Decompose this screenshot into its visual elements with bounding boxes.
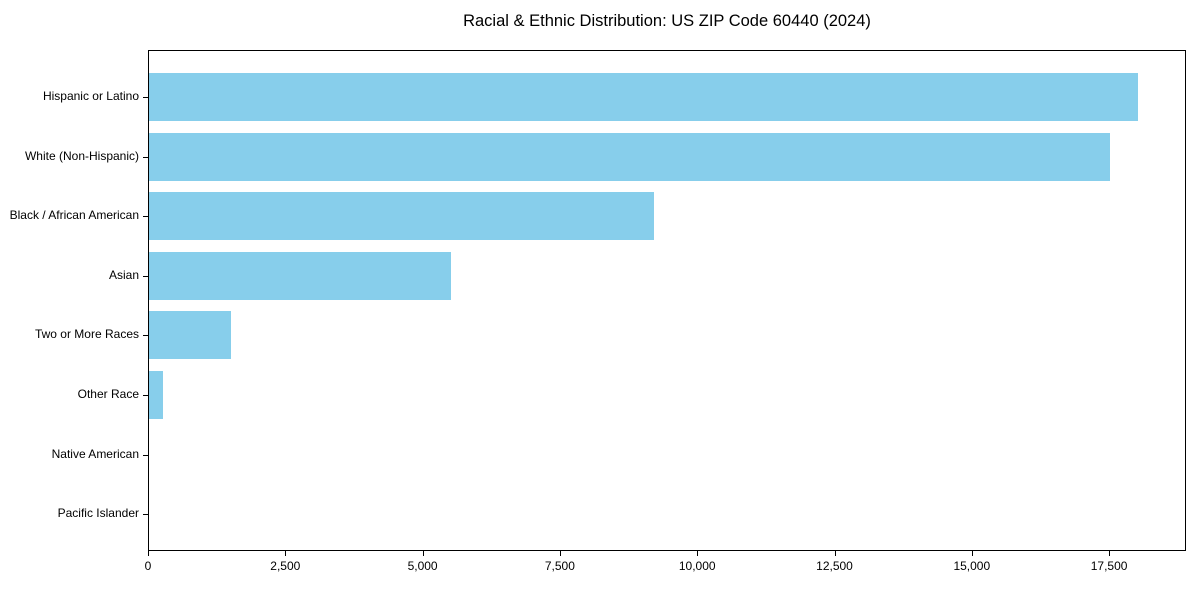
x-tick: [559, 551, 561, 556]
x-tick: [285, 551, 287, 556]
bar: [149, 73, 1138, 121]
x-tick-label: 10,000: [678, 559, 716, 573]
y-axis-label: Hispanic or Latino: [42, 89, 139, 103]
x-tick: [1109, 551, 1111, 556]
x-tick-label: 17,500: [1090, 559, 1128, 573]
bar: [149, 192, 655, 241]
y-tick: [143, 216, 148, 218]
y-axis-label: White (Non-Hispanic): [24, 148, 139, 163]
y-tick: [143, 395, 148, 396]
bar: [149, 371, 163, 419]
y-axis-label: Pacific Islander: [57, 506, 139, 521]
y-axis-label: Asian: [108, 267, 139, 282]
x-tick-label: 2,500: [270, 559, 301, 573]
bar: [149, 132, 1111, 181]
plot-area: [148, 50, 1186, 551]
x-tick: [148, 551, 149, 556]
x-tick-label: 5,000: [407, 559, 438, 573]
y-axis-label: Black / African American: [9, 208, 139, 223]
y-tick: [143, 454, 148, 456]
x-tick: [697, 551, 699, 556]
x-tick: [971, 551, 973, 556]
x-tick-label: 15,000: [953, 559, 991, 573]
x-tick-label: 7,500: [544, 559, 575, 573]
x-tick: [834, 551, 836, 556]
y-axis-label: Native American: [51, 446, 139, 461]
y-axis-label: Other Race: [77, 387, 139, 401]
chart-title: Racial & Ethnic Distribution: US ZIP Cod…: [463, 12, 871, 30]
x-tick: [422, 551, 424, 556]
x-tick-label: 12,500: [816, 559, 853, 573]
y-tick: [143, 335, 148, 337]
y-tick: [143, 275, 148, 277]
y-tick: [143, 514, 148, 516]
x-tick-label: 0: [144, 559, 152, 573]
bar: [149, 251, 452, 300]
y-tick: [143, 156, 148, 158]
y-axis-label: Two or More Races: [34, 327, 139, 342]
y-tick: [143, 97, 148, 98]
bar: [149, 311, 232, 360]
